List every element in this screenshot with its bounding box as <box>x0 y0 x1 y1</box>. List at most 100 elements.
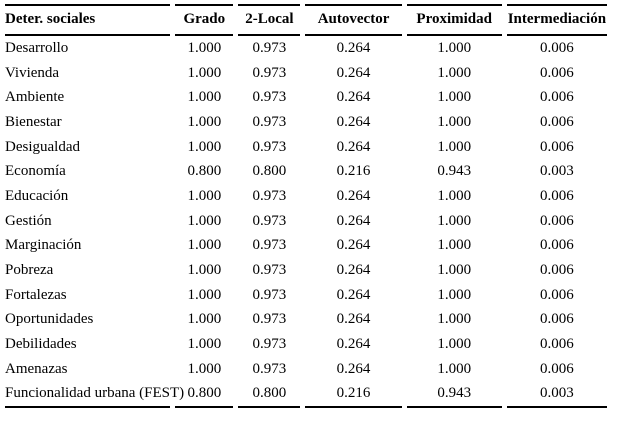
cell: 0.973 <box>252 212 287 229</box>
row-label: Debilidades <box>5 336 77 353</box>
cell: 0.216 <box>305 382 402 409</box>
table-row: Gestión 1.000 0.973 0.264 1.000 0.006 <box>5 209 607 234</box>
row-label: Funcionalidad urbana (FEST) <box>5 382 184 409</box>
cell: 0.264 <box>336 286 371 303</box>
row-label: Pobreza <box>5 262 54 279</box>
table-row: Desarrollo 1.000 0.973 0.264 1.000 0.006 <box>5 36 607 61</box>
cell: 0.800 <box>252 163 287 180</box>
cell: 1.000 <box>187 187 222 204</box>
row-label: Bienestar <box>5 113 62 130</box>
cell: 0.264 <box>336 262 371 279</box>
cell: 1.000 <box>437 286 472 303</box>
cell: 0.006 <box>540 212 574 229</box>
cell: 1.000 <box>187 89 222 106</box>
cell: 0.264 <box>336 64 371 81</box>
row-label: Oportunidades <box>5 311 94 328</box>
table-row: Fortalezas 1.000 0.973 0.264 1.000 0.006 <box>5 283 607 308</box>
header-row: Deter. sociales Grado 2-Local Autovector Pro… <box>5 4 607 36</box>
cell: 0.973 <box>252 187 287 204</box>
cell: 0.973 <box>252 360 287 377</box>
cell: 0.006 <box>540 237 574 254</box>
cell: 0.973 <box>252 286 287 303</box>
centrality-table: Deter. sociales Grado 2-Local Autovector Pro… <box>0 4 612 409</box>
row-label: Economía <box>5 163 66 180</box>
cell: 1.000 <box>437 138 472 155</box>
cell: 1.000 <box>187 138 222 155</box>
cell: 0.003 <box>506 382 607 409</box>
cell: 0.006 <box>540 286 574 303</box>
cell: 1.000 <box>187 237 222 254</box>
row-label: Desigualdad <box>5 138 80 155</box>
cell: 1.000 <box>437 187 472 204</box>
cell: 0.973 <box>252 64 287 81</box>
row-label: Vivienda <box>5 64 60 81</box>
row-label: Desarrollo <box>5 39 69 56</box>
cell: 0.264 <box>336 39 371 56</box>
cell: 0.264 <box>336 360 371 377</box>
cell: 0.943 <box>437 163 472 180</box>
cell: 0.006 <box>540 64 574 81</box>
row-label: Educación <box>5 187 69 204</box>
column-header: 2-Local <box>238 4 301 36</box>
cell: 1.000 <box>437 89 472 106</box>
cell: 0.006 <box>540 262 574 279</box>
column-header: Deter. sociales <box>5 4 171 36</box>
cell: 0.973 <box>252 113 287 130</box>
cell: 0.006 <box>540 39 574 56</box>
cell: 1.000 <box>437 360 472 377</box>
cell: 0.264 <box>336 138 371 155</box>
cell: 0.973 <box>252 89 287 106</box>
cell: 0.264 <box>336 336 371 353</box>
cell: 0.973 <box>252 237 287 254</box>
row-label: Fortalezas <box>5 286 67 303</box>
table-row: Debilidades 1.000 0.973 0.264 1.000 0.006 <box>5 332 607 357</box>
cell: 1.000 <box>437 113 472 130</box>
row-label: Amenazas <box>5 360 68 377</box>
cell: 1.000 <box>187 39 222 56</box>
column-header: Proximidad <box>406 4 502 36</box>
cell: 0.006 <box>540 113 574 130</box>
column-header: Intermediación <box>506 4 607 36</box>
cell: 0.973 <box>252 39 287 56</box>
table-body: Desarrollo 1.000 0.973 0.264 1.000 0.006 Vivie… <box>5 36 607 409</box>
column-header: Autovector <box>305 4 402 36</box>
row-label: Ambiente <box>5 89 65 106</box>
cell: 0.800 <box>187 163 222 180</box>
table-row: Pobreza 1.000 0.973 0.264 1.000 0.006 <box>5 258 607 283</box>
cell: 1.000 <box>187 336 222 353</box>
centrality-table-container: Deter. sociales Grado 2-Local Autovector Pro… <box>0 4 612 409</box>
row-label: Gestión <box>5 212 52 229</box>
cell: 1.000 <box>187 64 222 81</box>
cell: 0.264 <box>336 187 371 204</box>
cell: 1.000 <box>187 262 222 279</box>
table-row: Funcionalidad urbana (FEST) 0.800 0.800 0.2… <box>5 382 607 409</box>
cell: 0.006 <box>540 360 574 377</box>
cell: 0.973 <box>252 262 287 279</box>
table-row: Ambiente 1.000 0.973 0.264 1.000 0.006 <box>5 85 607 110</box>
cell: 0.216 <box>336 163 371 180</box>
cell: 0.006 <box>540 311 574 328</box>
table-row: Educación 1.000 0.973 0.264 1.000 0.006 <box>5 184 607 209</box>
table-row: Bienestar 1.000 0.973 0.264 1.000 0.006 <box>5 110 607 135</box>
cell: 0.264 <box>336 212 371 229</box>
cell: 1.000 <box>437 212 472 229</box>
cell: 1.000 <box>437 237 472 254</box>
cell: 0.006 <box>540 89 574 106</box>
cell: 0.973 <box>252 311 287 328</box>
table-head: Deter. sociales Grado 2-Local Autovector Pro… <box>5 4 607 36</box>
cell: 0.973 <box>252 336 287 353</box>
table-row: Vivienda 1.000 0.973 0.264 1.000 0.006 <box>5 61 607 86</box>
cell: 0.800 <box>175 382 234 409</box>
cell: 1.000 <box>187 286 222 303</box>
row-label: Marginación <box>5 237 82 254</box>
table-row: Marginación 1.000 0.973 0.264 1.000 0.006 <box>5 234 607 259</box>
table-row: Desigualdad 1.000 0.973 0.264 1.000 0.006 <box>5 135 607 160</box>
cell: 1.000 <box>437 336 472 353</box>
cell: 1.000 <box>437 262 472 279</box>
cell: 0.264 <box>336 89 371 106</box>
table-row: Oportunidades 1.000 0.973 0.264 1.000 0.006 <box>5 308 607 333</box>
cell: 0.264 <box>336 237 371 254</box>
cell: 1.000 <box>437 311 472 328</box>
column-header: Grado <box>175 4 234 36</box>
cell: 0.006 <box>540 187 574 204</box>
